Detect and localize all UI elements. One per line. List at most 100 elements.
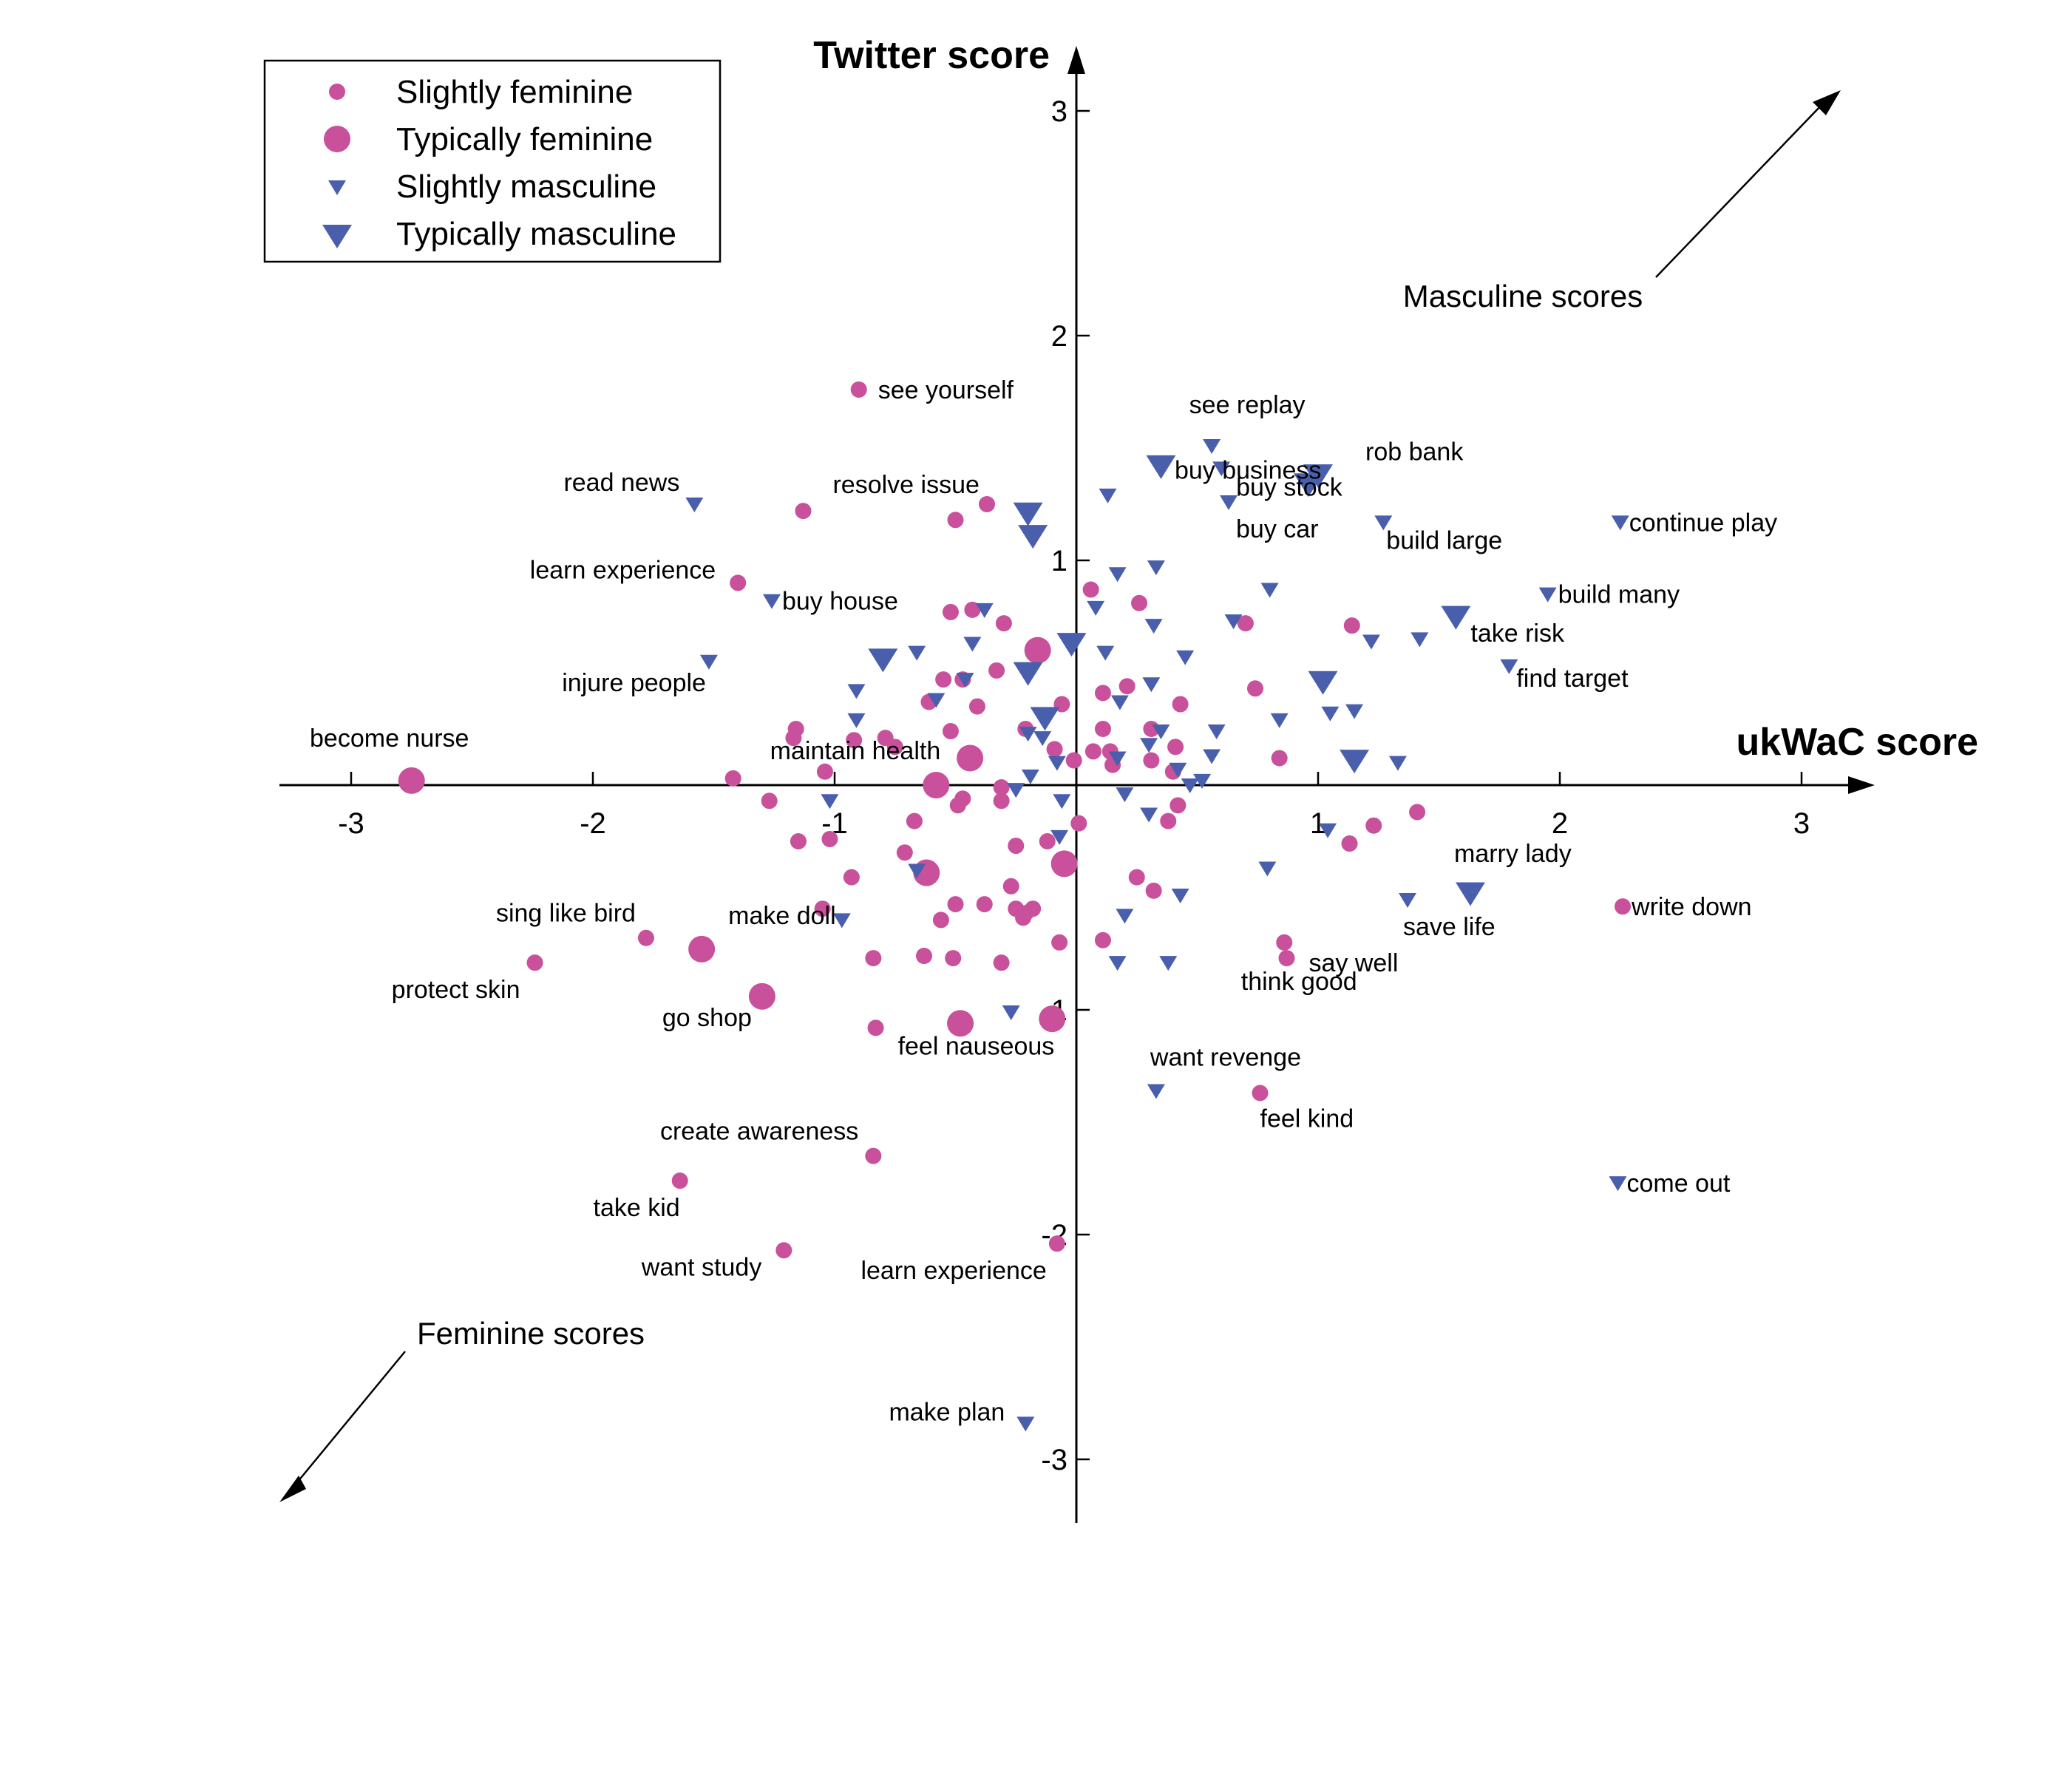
point-typically-feminine — [398, 767, 425, 794]
point-slightly-feminine — [1131, 594, 1148, 611]
point-label: sing like bird — [496, 900, 636, 928]
feminine-scores-label: Feminine scores — [417, 1316, 645, 1351]
point-label: write down — [1631, 893, 1752, 921]
point-slightly-feminine — [1118, 678, 1135, 695]
point-slightly-feminine — [1084, 743, 1101, 760]
point-slightly-feminine — [964, 601, 981, 618]
point-slightly-feminine — [1143, 752, 1160, 769]
point-slightly-feminine — [1278, 950, 1295, 967]
legend-item-typically-feminine: Typically feminine — [324, 121, 653, 157]
point-slightly-masculine — [1176, 650, 1195, 665]
point-typically-feminine — [688, 935, 716, 963]
point-slightly-feminine — [795, 503, 812, 520]
point-slightly-masculine — [1207, 724, 1226, 740]
point-slightly-feminine — [816, 763, 833, 780]
point-slightly-feminine — [968, 698, 985, 715]
point-label: build large — [1386, 526, 1502, 554]
point-slightly-masculine — [847, 713, 866, 728]
point-slightly-masculine — [1144, 619, 1163, 634]
point-label: resolve issue — [832, 471, 979, 499]
point-slightly-feminine — [942, 723, 959, 740]
point-slightly-feminine — [846, 732, 863, 749]
point-slightly-feminine — [1167, 739, 1184, 756]
point-slightly-feminine — [947, 512, 964, 529]
point-slightly-feminine — [1082, 581, 1099, 598]
point-slightly-masculine — [1116, 909, 1134, 924]
point-slightly-feminine — [993, 954, 1010, 971]
point-label: create awareness — [660, 1118, 858, 1146]
point-slightly-feminine — [1048, 1235, 1065, 1252]
point-slightly-masculine — [1007, 783, 1025, 798]
point-typically-feminine — [1039, 1005, 1066, 1033]
legend-marker-slightly-masculine — [328, 180, 346, 195]
point-slightly-feminine — [1615, 898, 1632, 915]
x-tick-label: -2 — [580, 807, 606, 840]
point-slightly-feminine — [942, 603, 959, 620]
point-slightly-feminine — [1237, 615, 1254, 632]
point-slightly-masculine — [1033, 731, 1052, 747]
point-slightly-masculine — [1388, 756, 1407, 771]
point-label: read news — [563, 469, 679, 497]
point-label: go shop — [662, 1004, 752, 1032]
point-slightly-feminine — [947, 896, 964, 913]
point-slightly-feminine — [995, 615, 1012, 632]
point-slightly-feminine — [526, 954, 543, 971]
point-slightly-masculine — [1169, 762, 1187, 778]
point-slightly-feminine — [935, 671, 952, 688]
point-slightly-masculine — [1152, 724, 1170, 740]
x-tick-label: 2 — [1552, 807, 1568, 840]
point-slightly-masculine — [1321, 706, 1340, 722]
legend-item-slightly-feminine: Slightly feminine — [329, 74, 633, 110]
point-slightly-feminine — [896, 844, 913, 861]
point-slightly-feminine — [906, 812, 923, 829]
point-slightly-masculine — [1224, 614, 1243, 630]
point-slightly-masculine — [1016, 1416, 1035, 1432]
x-axis-arrowhead — [1848, 776, 1875, 794]
direction-annotations: Masculine scores Feminine scores — [279, 90, 1841, 1502]
point-slightly-masculine — [1002, 1005, 1020, 1021]
point-slightly-feminine — [1409, 804, 1426, 821]
point-slightly-masculine — [1260, 583, 1279, 598]
point-label: marry lady — [1454, 840, 1572, 868]
point-slightly-feminine — [993, 793, 1010, 810]
point-slightly-masculine — [975, 603, 994, 618]
point-slightly-feminine — [1094, 931, 1111, 948]
point-label: think good — [1241, 968, 1357, 996]
point-slightly-masculine — [1258, 861, 1277, 877]
point-slightly-feminine — [945, 950, 962, 967]
point-typically-masculine — [1056, 633, 1087, 657]
point-label: see replay — [1189, 391, 1306, 419]
point-typically-feminine — [748, 982, 775, 1010]
point-slightly-feminine — [1065, 752, 1082, 769]
point-slightly-feminine — [671, 1172, 688, 1189]
legend-item-typically-masculine: Typically masculine — [322, 216, 676, 252]
point-label: learn experience — [860, 1257, 1046, 1285]
legend-label-slightly-feminine: Slightly feminine — [396, 74, 633, 110]
point-slightly-feminine — [1341, 835, 1358, 852]
point-label: feel nauseous — [898, 1032, 1055, 1060]
point-slightly-masculine — [1609, 1176, 1627, 1192]
point-slightly-masculine — [927, 693, 946, 708]
point-typically-masculine — [1018, 525, 1048, 549]
masculine-arrow — [1655, 103, 1824, 278]
point-slightly-masculine — [1096, 645, 1115, 661]
point-label: buy stock — [1236, 474, 1343, 502]
legend-label-slightly-masculine: Slightly masculine — [396, 169, 656, 205]
point-slightly-feminine — [865, 1147, 882, 1164]
legend-marker-typically-masculine — [322, 225, 352, 248]
point-slightly-feminine — [1343, 617, 1360, 634]
point-typically-feminine — [1050, 850, 1078, 878]
x-tick-label: -3 — [338, 807, 364, 840]
legend-item-slightly-masculine: Slightly masculine — [328, 169, 656, 205]
point-label: protect skin — [392, 976, 520, 1004]
point-label: injure people — [562, 669, 706, 697]
point-slightly-masculine — [1140, 738, 1158, 753]
point-slightly-masculine — [908, 645, 926, 661]
point-slightly-masculine — [1087, 600, 1105, 616]
point-slightly-feminine — [1051, 934, 1068, 951]
point-typically-masculine — [1030, 707, 1060, 731]
point-slightly-feminine — [877, 730, 894, 747]
point-slightly-masculine — [1019, 727, 1037, 742]
masculine-scores-label: Masculine scores — [1403, 279, 1643, 313]
point-slightly-masculine — [1538, 587, 1557, 603]
